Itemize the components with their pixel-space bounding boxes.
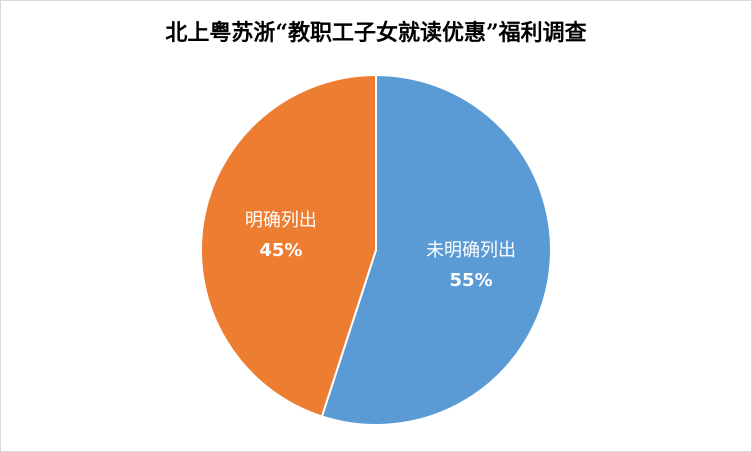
slice-label: 未明确列出 [426, 240, 516, 261]
slice-label: 明确列出 [245, 210, 317, 231]
slice-value: 45% [259, 240, 302, 261]
pie-slice [320, 73, 552, 426]
chart-title: 北上粤苏浙“教职工子女就读优惠”福利调查 [165, 20, 586, 46]
pie-slice [200, 73, 377, 418]
slice-value: 55% [450, 270, 493, 291]
